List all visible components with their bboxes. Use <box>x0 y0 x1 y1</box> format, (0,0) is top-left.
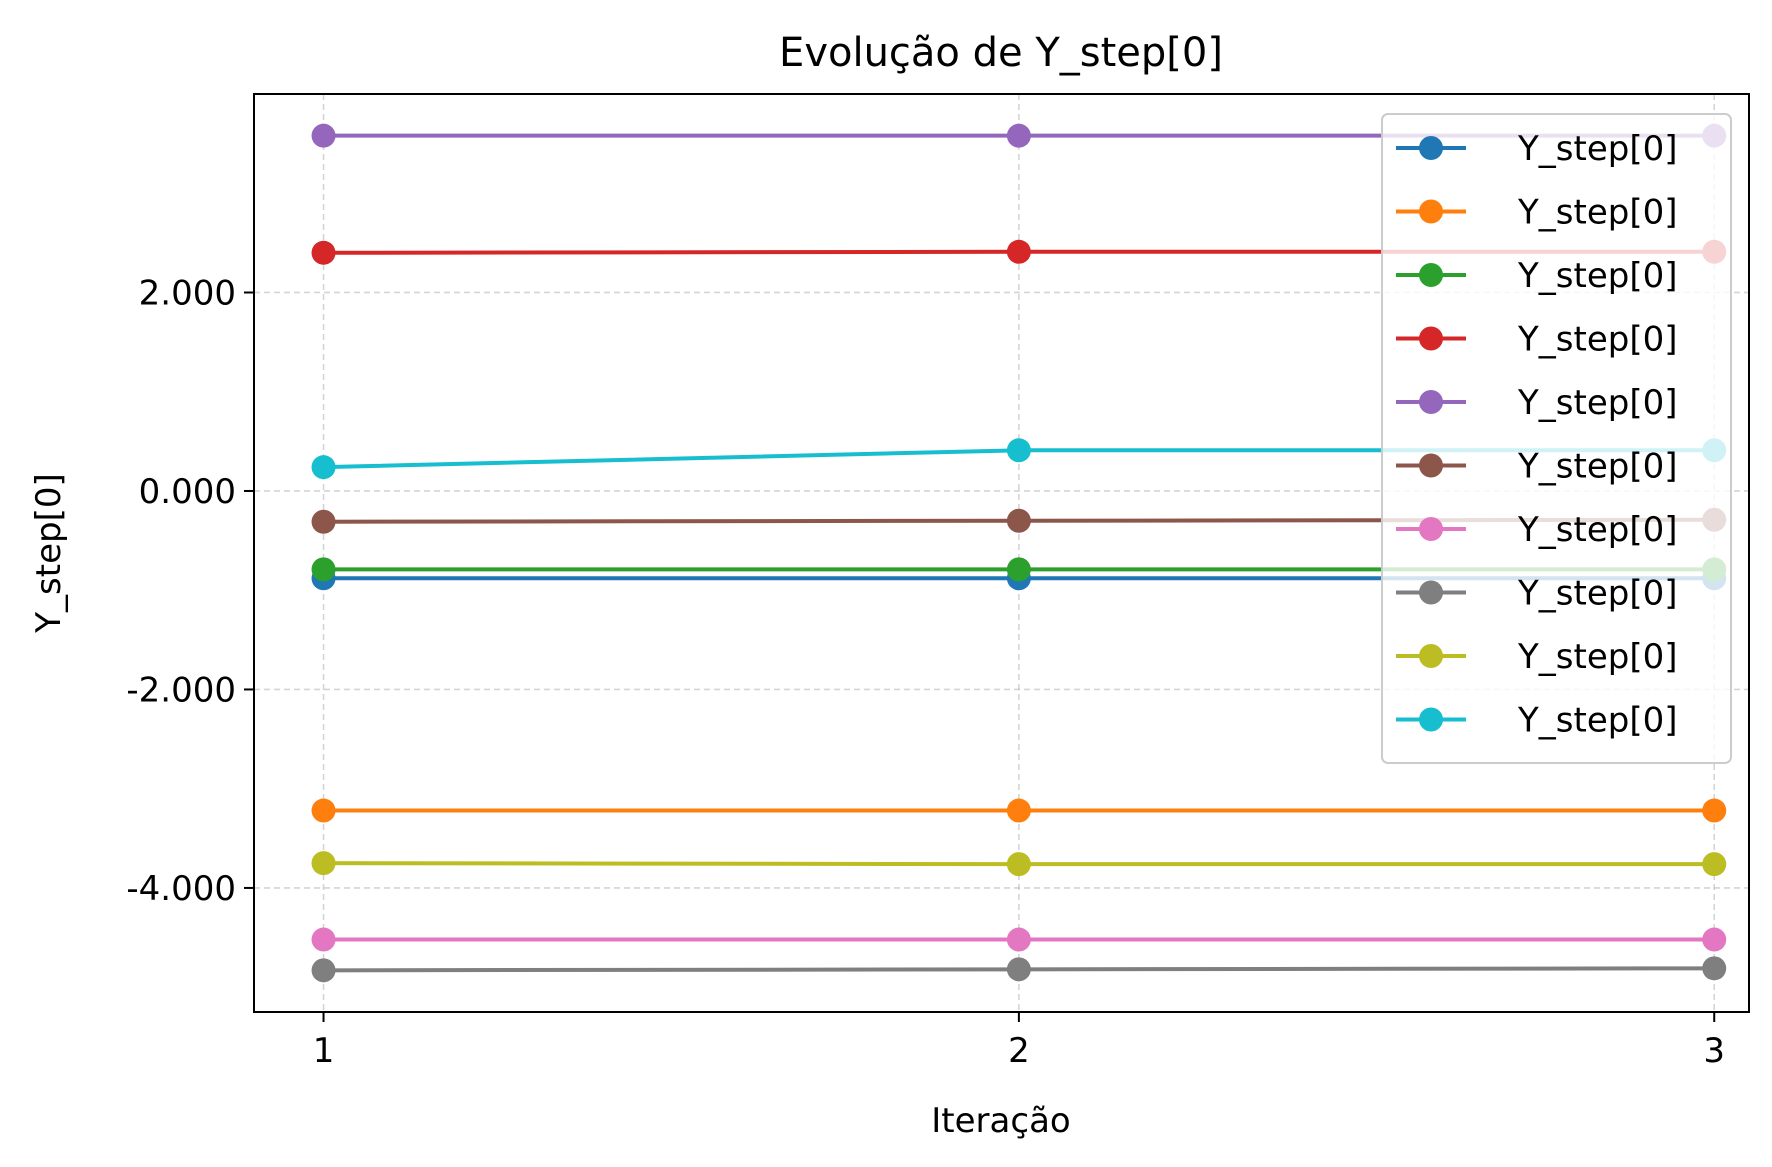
y-axis-label: Y_step[0] <box>29 473 69 633</box>
legend-swatch-marker <box>1419 517 1443 541</box>
plot-frame <box>253 93 1750 1013</box>
legend-label: Y_step[0] <box>1517 637 1677 677</box>
data-point <box>1006 557 1031 582</box>
legend-label: Y_step[0] <box>1517 256 1677 296</box>
legend-entry: Y_step[0] <box>1396 510 1677 550</box>
legend-entry: Y_step[0] <box>1396 383 1677 423</box>
y-tick-label: 2.000 <box>139 273 236 313</box>
series-2 <box>311 798 1727 823</box>
legend-entry: Y_step[0] <box>1396 320 1677 360</box>
legend-label: Y_step[0] <box>1517 383 1677 423</box>
data-point <box>1006 438 1031 463</box>
legend-entry: Y_step[0] <box>1396 129 1677 169</box>
legend-swatch-marker <box>1419 136 1443 160</box>
y-tick-label: -4.000 <box>126 869 236 909</box>
legend-swatch-marker <box>1419 199 1443 224</box>
chart-title: Evolução de Y_step[0] <box>779 30 1223 76</box>
legend-label: Y_step[0] <box>1517 129 1677 169</box>
data-point <box>1702 852 1727 877</box>
data-point <box>1006 957 1031 982</box>
data-point <box>311 798 336 823</box>
data-point <box>1006 852 1031 877</box>
data-point <box>1006 123 1031 148</box>
legend-label: Y_step[0] <box>1517 510 1677 550</box>
data-point <box>1702 927 1727 952</box>
data-point <box>311 958 336 983</box>
data-point <box>1006 927 1031 952</box>
legend-label: Y_step[0] <box>1517 320 1677 360</box>
x-tick-label: 3 <box>1703 1031 1725 1071</box>
legend-swatch-marker <box>1419 453 1443 478</box>
legend-swatch-marker <box>1419 580 1443 605</box>
legend-swatch-marker <box>1419 263 1443 287</box>
data-point <box>311 557 336 582</box>
legend-swatch-marker <box>1419 390 1443 414</box>
data-point <box>1006 239 1031 264</box>
y-tick-label: -2.000 <box>126 670 236 710</box>
data-point <box>311 240 336 265</box>
y-tick-label: 0.000 <box>139 472 236 512</box>
legend: Y_step[0] Y_step[0] Y_step[0] Y_step[0] Y_st… <box>1381 113 1732 764</box>
legend-entry: Y_step[0] <box>1396 574 1677 614</box>
data-point <box>1702 956 1727 981</box>
data-point <box>311 851 336 876</box>
legend-entry: Y_step[0] <box>1396 447 1677 487</box>
x-tick-label: 2 <box>1008 1031 1030 1071</box>
series-9 <box>311 851 1727 877</box>
series-8 <box>311 956 1727 983</box>
legend-swatch-marker <box>1419 326 1443 351</box>
data-point <box>1006 508 1031 533</box>
legend-label: Y_step[0] <box>1517 574 1677 614</box>
axis-ticks: 1 2 3 2.000 0.000 -2.000 -4.000 <box>126 273 1725 1071</box>
legend-label: Y_step[0] <box>1517 193 1677 233</box>
legend-entry: Y_step[0] <box>1396 637 1677 677</box>
legend-entry: Y_step[0] <box>1396 701 1677 741</box>
legend-swatch-marker <box>1419 644 1443 668</box>
data-point <box>311 455 336 480</box>
series-7 <box>311 927 1727 952</box>
legend-entry: Y_step[0] <box>1396 256 1677 296</box>
legend-label: Y_step[0] <box>1517 447 1677 487</box>
data-point <box>311 509 336 534</box>
data-point <box>1006 798 1031 823</box>
data-point <box>311 927 336 952</box>
legend-swatch-marker <box>1419 707 1443 732</box>
data-point <box>1702 798 1727 823</box>
legend-entry: Y_step[0] <box>1396 193 1677 233</box>
data-point <box>311 123 336 148</box>
legend-box <box>1381 113 1732 764</box>
x-tick-label: 1 <box>313 1031 335 1071</box>
legend-label: Y_step[0] <box>1517 701 1677 741</box>
x-axis-label: Iteração <box>931 1101 1070 1141</box>
